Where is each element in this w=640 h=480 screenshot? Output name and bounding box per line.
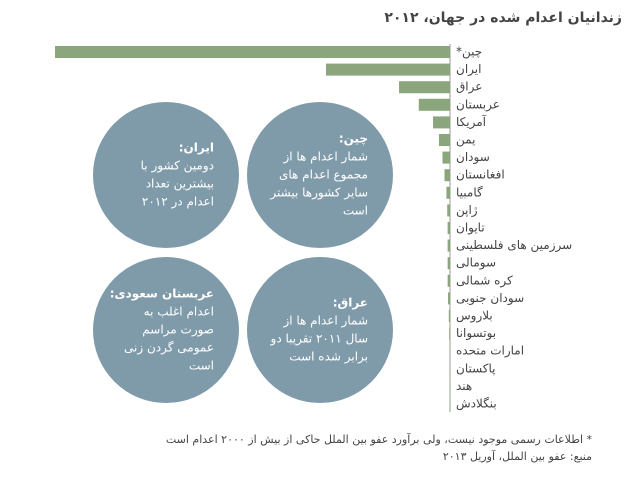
category-label: عراق bbox=[456, 80, 482, 95]
category-label: پاکستان bbox=[456, 361, 496, 375]
bar bbox=[447, 204, 450, 217]
annotation-text: عمومی گردن زنی bbox=[124, 341, 214, 356]
category-label: سومالی bbox=[456, 256, 496, 271]
annotation-text: سال ۲۰۱۱ تقریبا دو bbox=[270, 332, 368, 347]
annotation-text: شمار اعدام ها از bbox=[282, 314, 368, 329]
category-label: چین* bbox=[456, 45, 482, 60]
annotation-title: عربستان سعودی: bbox=[110, 287, 214, 302]
annotation-circle bbox=[247, 102, 393, 248]
category-label: بنگلادش bbox=[456, 397, 497, 412]
category-label: بوتسوانا bbox=[456, 326, 496, 341]
bar bbox=[399, 81, 450, 94]
category-label: بلاروس bbox=[456, 309, 493, 324]
footnote: * اطلاعات رسمی موجود نیست، ولی برآورد عف… bbox=[166, 432, 593, 446]
category-label: ژاپن bbox=[456, 203, 478, 218]
annotation-title: عراق: bbox=[333, 296, 368, 310]
bar bbox=[442, 151, 450, 164]
annotation-text: صورت مراسم bbox=[142, 323, 214, 338]
category-label: کره شمالی bbox=[456, 273, 513, 288]
annotation-text: اعدام اغلب به bbox=[144, 305, 214, 319]
bar bbox=[448, 310, 450, 322]
category-label: سرزمین های فلسطینی bbox=[456, 238, 572, 253]
bar bbox=[448, 292, 450, 305]
annotation-text: برابر شده است bbox=[289, 350, 368, 365]
bar bbox=[325, 63, 450, 76]
category-label: هند bbox=[456, 379, 472, 393]
category-label: سودان bbox=[456, 150, 490, 165]
category-label: امارات متحده bbox=[456, 344, 524, 359]
bar bbox=[449, 327, 450, 340]
annotation-text: است bbox=[343, 204, 368, 218]
category-label: گامبیا bbox=[456, 185, 483, 199]
category-label: افغانستان bbox=[456, 168, 505, 182]
annotation-text: دومین کشور با bbox=[141, 159, 214, 174]
category-label: ایران bbox=[456, 62, 481, 77]
bar bbox=[447, 274, 450, 287]
category-label: عربستان bbox=[456, 97, 500, 112]
footnote: منبع: عفو بین الملل، آوریل ۲۰۱۳ bbox=[443, 449, 592, 463]
bar bbox=[446, 186, 450, 199]
annotation-circle bbox=[93, 257, 239, 403]
bar bbox=[433, 116, 450, 129]
bar bbox=[447, 239, 450, 252]
annotation-text: است bbox=[189, 359, 214, 373]
bar bbox=[444, 169, 450, 182]
annotation-text: شمار اعدام ها از bbox=[282, 150, 368, 165]
bar bbox=[418, 98, 450, 111]
annotation-text: مجموع اعدام های bbox=[279, 168, 368, 183]
annotation-circle bbox=[93, 102, 239, 248]
annotation-text: بیشترین تعداد bbox=[146, 177, 214, 192]
category-label: تایوان bbox=[456, 221, 485, 236]
bar bbox=[447, 222, 450, 234]
annotation-circle bbox=[247, 257, 393, 403]
category-label: یمن bbox=[456, 133, 475, 148]
category-label: آمریکا bbox=[456, 114, 487, 130]
bar bbox=[447, 257, 450, 270]
annotation-title: چین: bbox=[339, 132, 368, 146]
bar bbox=[55, 46, 450, 58]
annotation-text: سایر کشورها بیشتر bbox=[269, 186, 368, 201]
annotation-title: ایران: bbox=[179, 141, 214, 155]
annotation-text: اعدام در ۲۰۱۲ bbox=[142, 195, 214, 210]
bar bbox=[438, 134, 450, 146]
category-label: سودان جنوبی bbox=[456, 291, 524, 306]
chart-title: زندانیان اعدام شده در جهان، ۲۰۱۲ bbox=[384, 10, 622, 26]
